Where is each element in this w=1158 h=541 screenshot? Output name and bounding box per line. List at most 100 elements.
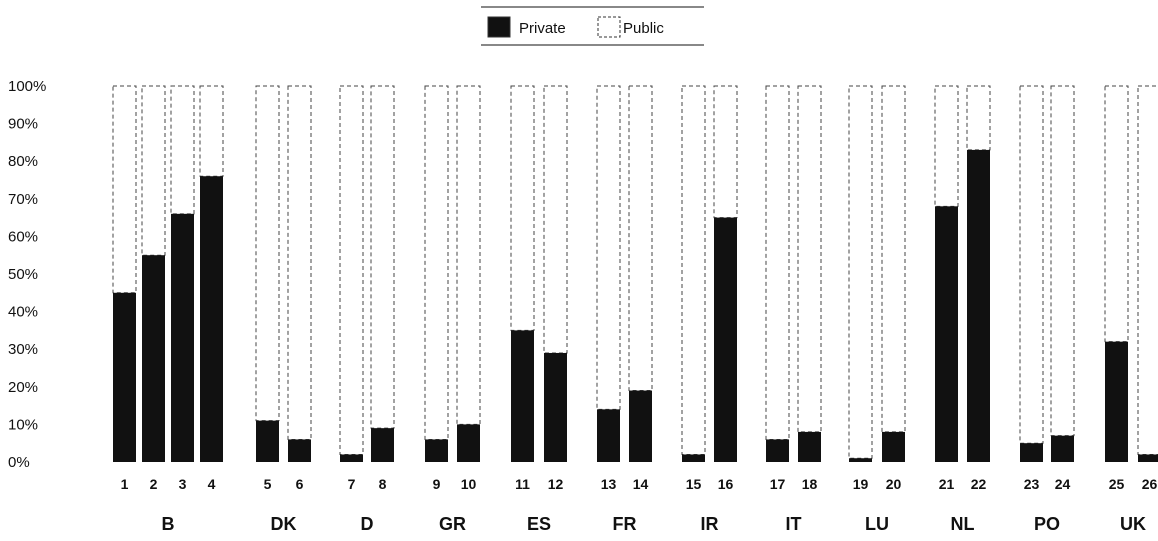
group-label-dk: DK [271,514,297,534]
bar-private-5 [256,420,279,462]
y-tick-label: 80% [8,153,38,170]
y-tick-label: 90% [8,116,38,133]
y-tick-label: 50% [8,266,38,283]
bar-number-label: 25 [1109,476,1125,492]
bar-number-label: 21 [939,476,955,492]
bars [112,85,1158,463]
bar-public-3 [170,85,195,215]
bar-public-15 [681,85,706,455]
bar-private-14 [629,390,652,462]
bar-number-label: 5 [264,476,272,492]
bar-public-25 [1104,85,1129,343]
country-group-labels: B DK D GR ES FR IR IT LU NL PO UK [162,514,1147,534]
bar-private-15 [682,454,705,462]
bar-private-6 [288,439,311,462]
bar-private-12 [544,352,567,462]
bar-number-label: 20 [886,476,902,492]
bar-private-1 [113,292,136,462]
group-label-gr: GR [439,514,466,534]
y-tick-label: 40% [8,304,38,321]
group-label-ir: IR [701,514,719,534]
bar-number-label: 9 [433,476,441,492]
bar-public-10 [456,85,481,425]
bar-public-7 [339,85,364,455]
bar-public-24 [1050,85,1075,437]
bar-public-21 [934,85,959,207]
bar-public-14 [628,85,653,392]
group-label-b: B [162,514,175,534]
bar-number-label: 8 [379,476,387,492]
bar-number-label: 11 [515,476,530,492]
bar-number-label: 26 [1142,476,1158,492]
bar-number-label: 3 [179,476,187,492]
bar-private-11 [511,330,534,462]
y-tick-label: 0% [8,454,30,471]
bar-public-22 [966,85,991,151]
bar-public-23 [1019,85,1044,444]
bar-private-26 [1138,454,1158,462]
bar-public-9 [424,85,449,440]
bar-private-7 [340,454,363,462]
bar-private-20 [882,431,905,462]
bar-public-6 [287,85,312,440]
bar-public-17 [765,85,790,440]
bar-number-label: 1 [121,476,129,492]
bar-private-18 [798,431,821,462]
bar-public-12 [543,85,568,354]
bar-private-9 [425,439,448,462]
bar-number-label: 7 [348,476,356,492]
y-tick-label: 10% [8,416,38,433]
legend-swatch-private [487,16,511,38]
bar-number-label: 16 [718,476,734,492]
group-label-d: D [361,514,374,534]
group-label-nl: NL [951,514,975,534]
y-axis: 0% 10% 20% 30% 40% 50% 60% 70% 80% 90% 100% [8,78,46,471]
bar-private-4 [200,176,223,463]
bar-public-2 [141,85,166,256]
bar-private-19 [849,458,872,462]
bar-private-16 [714,217,737,462]
bar-private-22 [967,149,990,463]
bar-private-25 [1105,341,1128,462]
bar-public-1 [112,85,137,294]
bar-number-label: 19 [853,476,869,492]
bar-public-8 [370,85,395,429]
bar-private-17 [766,439,789,462]
bar-public-20 [881,85,906,433]
bar-number-label: 12 [548,476,564,492]
bar-number-label: 18 [802,476,818,492]
y-tick-label: 100% [8,78,46,95]
bar-private-2 [142,255,165,462]
bar-number-label: 2 [150,476,158,492]
bar-number-label: 6 [296,476,304,492]
bar-number-label: 4 [208,476,216,492]
group-label-uk: UK [1120,514,1146,534]
bar-private-3 [171,213,194,462]
group-label-po: PO [1034,514,1060,534]
bar-private-13 [597,409,620,462]
bar-public-19 [848,85,873,459]
bar-public-16 [713,85,738,219]
bar-public-5 [255,85,280,422]
group-label-it: IT [786,514,802,534]
legend-label-private: Private [519,20,566,37]
bar-public-18 [797,85,822,433]
y-tick-label: 70% [8,191,38,208]
bar-public-4 [199,85,224,177]
bar-public-13 [596,85,621,410]
bar-number-label: 14 [633,476,649,492]
bar-number-label: 17 [770,476,786,492]
bar-private-23 [1020,443,1043,462]
bar-private-10 [457,424,480,462]
legend-label-public: Public [623,20,664,37]
bar-private-8 [371,428,394,462]
y-tick-label: 30% [8,341,38,358]
bar-public-26 [1137,85,1158,455]
bar-number-label: 15 [686,476,702,492]
bar-number-label: 10 [461,476,477,492]
bar-number-label: 22 [971,476,987,492]
y-tick-label: 20% [8,379,38,396]
legend-swatch-public [597,16,621,38]
y-tick-label: 60% [8,228,38,245]
